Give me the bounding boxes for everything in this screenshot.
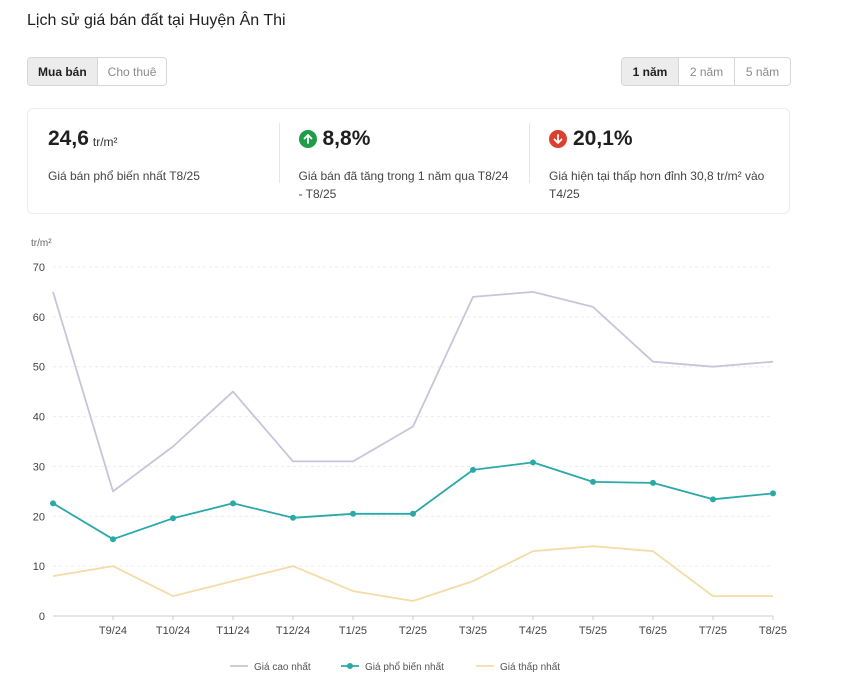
series-line-1 <box>52 461 774 541</box>
legend-label: Giá phổ biến nhất <box>365 661 444 673</box>
period-1-year[interactable]: 1 năm <box>622 58 678 85</box>
legend-label: Giá cao nhất <box>254 661 311 673</box>
x-tick-label: T1/25 <box>339 625 367 637</box>
period-2-years[interactable]: 2 năm <box>678 58 734 85</box>
y-tick-label: 0 <box>39 611 45 623</box>
data-point <box>170 515 176 522</box>
arrow-down-icon <box>549 130 567 148</box>
x-tick-label: T4/25 <box>519 625 547 637</box>
data-point <box>230 500 236 507</box>
line-chart: tr/m² 0 10 20 30 40 50 60 70 T9/24 T10/24 T11/24 T12… <box>31 238 787 673</box>
x-tick-label: T3/25 <box>459 625 487 637</box>
series-line-0 <box>52 291 774 493</box>
x-tick-label: T10/24 <box>156 625 190 637</box>
x-tick-label: T7/25 <box>699 625 727 637</box>
arrow-up-icon <box>298 130 317 148</box>
stat-description: Giá bán phổ biến nhất T8/25 <box>48 169 200 183</box>
y-tick-label: 10 <box>33 561 45 573</box>
x-tick-label: T12/24 <box>276 625 310 637</box>
x-tick-label: T11/24 <box>216 625 249 637</box>
tab-cho-thue[interactable]: Cho thuê <box>96 58 167 85</box>
stat-description: Giá bán đã tăng trong 1 năm qua T8/24 - … <box>298 169 509 201</box>
y-tick-label: 30 <box>33 461 45 473</box>
y-tick-label: 50 <box>33 362 45 374</box>
y-axis-unit-label: tr/m² <box>31 238 52 249</box>
x-tick-label: T9/24 <box>99 625 127 637</box>
y-tick-label: 60 <box>33 312 45 324</box>
data-point <box>530 459 536 466</box>
stats-panel: 24,6 tr/m² Giá bán phổ biến nhất T8/25 8… <box>27 108 790 214</box>
data-point <box>650 479 656 486</box>
data-point <box>410 510 416 517</box>
stat-value: 8,8% <box>322 127 371 150</box>
data-point <box>710 496 716 503</box>
data-point <box>290 514 296 521</box>
y-tick-label: 70 <box>33 262 45 274</box>
x-tick-label: T6/25 <box>639 625 667 637</box>
price-history-chart: tr/m² 0 10 20 30 40 50 60 70 T9/24 T10/24 T11/24 T12… <box>0 228 843 686</box>
legend-marker <box>347 663 353 669</box>
x-tick-label: T8/25 <box>759 625 787 637</box>
series-line-2 <box>52 545 773 602</box>
stat-common-price: 24,6 tr/m² Giá bán phổ biến nhất T8/25 <box>28 109 279 213</box>
period-toggle: 1 năm 2 năm 5 năm <box>621 57 791 86</box>
period-5-years[interactable]: 5 năm <box>734 58 790 85</box>
x-tick-label: T5/25 <box>579 625 607 637</box>
data-point <box>350 510 356 517</box>
y-tick-label: 40 <box>33 412 45 424</box>
page-title: Lịch sử giá bán đất tại Huyện Ân Thi <box>27 12 286 29</box>
data-point <box>470 466 476 473</box>
data-point <box>590 478 596 485</box>
y-tick-label: 20 <box>33 511 45 523</box>
stat-unit: tr/m² <box>92 134 118 149</box>
stat-peak-diff: 20,1% Giá hiện tại thấp hơn đỉnh 30,8 tr… <box>529 109 789 213</box>
data-point <box>50 500 56 507</box>
stat-value: 20,1% <box>573 127 633 150</box>
tab-mua-ban[interactable]: Mua bán <box>28 58 97 85</box>
x-tick-label: T2/25 <box>399 625 427 637</box>
legend-label: Giá thấp nhất <box>500 661 560 673</box>
data-point <box>110 536 116 543</box>
stat-value: 24,6 <box>48 127 89 150</box>
stat-description: Giá hiện tại thấp hơn đỉnh 30,8 tr/m² và… <box>549 169 765 201</box>
data-point <box>770 490 776 497</box>
stat-yearly-change: 8,8% Giá bán đã tăng trong 1 năm qua T8/… <box>278 109 530 213</box>
transaction-type-toggle: Mua bán Cho thuê <box>27 57 168 86</box>
